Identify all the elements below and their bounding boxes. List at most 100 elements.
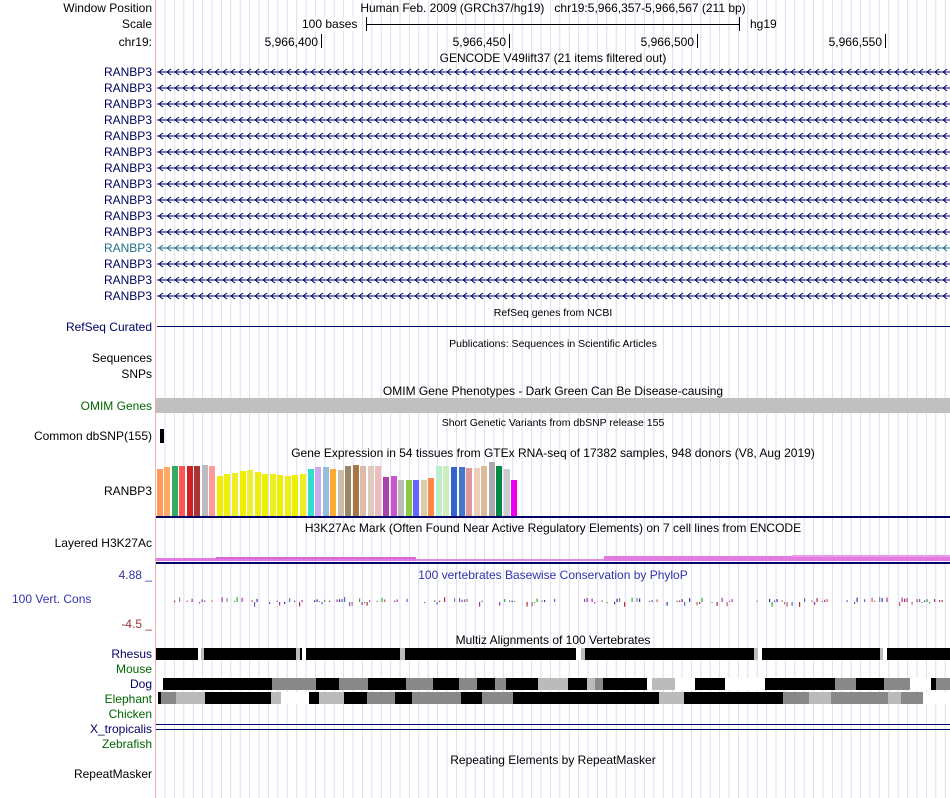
gencode-transcript-label[interactable]: RANBP3 — [103, 225, 152, 239]
h3k27ac-signal[interactable] — [156, 555, 950, 565]
gtex-tissue-bar[interactable] — [413, 480, 420, 516]
gtex-tissue-bar[interactable] — [420, 480, 427, 516]
multiz-species-elephant[interactable]: Elephant — [104, 692, 152, 706]
multiz-species-zebrafish[interactable]: Zebrafish — [101, 737, 152, 751]
gtex-tissue-bar[interactable] — [450, 467, 457, 516]
multiz-species-chicken[interactable]: Chicken — [108, 707, 152, 721]
gtex-tissue-bar[interactable] — [337, 470, 344, 516]
dbsnp-variant-mark[interactable] — [160, 429, 164, 443]
h3k27ac-track-label[interactable]: Layered H3K27Ac — [54, 536, 152, 550]
gencode-transcript-label[interactable]: RANBP3 — [103, 113, 152, 127]
gencode-transcript-intron[interactable] — [157, 259, 950, 269]
gtex-tissue-bar[interactable] — [179, 466, 186, 516]
gencode-transcript-label[interactable]: RANBP3 — [103, 193, 152, 207]
gtex-tissue-bar[interactable] — [247, 470, 254, 516]
gencode-transcript-intron[interactable] — [157, 147, 950, 157]
gtex-tissue-bar[interactable] — [428, 478, 435, 516]
gencode-transcript-intron[interactable] — [157, 211, 950, 221]
gtex-tissue-bar[interactable] — [277, 475, 284, 516]
dbsnp-track-label[interactable]: Common dbSNP(155) — [33, 429, 152, 443]
gencode-transcript-intron[interactable] — [157, 163, 950, 173]
gencode-transcript-label[interactable]: RANBP3 — [103, 161, 152, 175]
omim-gene-bar[interactable] — [156, 398, 950, 413]
gtex-tissue-bar[interactable] — [360, 466, 367, 516]
repeatmasker-track-label[interactable]: RepeatMasker — [73, 767, 152, 781]
publications-snps-label[interactable]: SNPs — [121, 367, 152, 381]
gtex-tissue-bar[interactable] — [216, 476, 223, 516]
gtex-tissue-bar[interactable] — [375, 466, 382, 516]
refseq-track-label[interactable]: RefSeq Curated — [65, 320, 152, 334]
gtex-tissue-bar[interactable] — [352, 465, 359, 516]
gtex-tissue-bar[interactable] — [481, 466, 488, 516]
gtex-tissue-bar[interactable] — [503, 469, 510, 516]
omim-track-label[interactable]: OMIM Genes — [80, 399, 152, 413]
gtex-tissue-bar[interactable] — [269, 474, 276, 516]
gtex-tissue-bar[interactable] — [239, 471, 246, 516]
gtex-tissue-bar[interactable] — [458, 467, 465, 516]
gtex-tissue-bar[interactable] — [209, 466, 216, 516]
gtex-tissue-bar[interactable] — [224, 474, 231, 516]
gencode-transcript-intron[interactable] — [157, 83, 950, 93]
refseq-gene-line[interactable] — [157, 326, 950, 327]
gtex-tissue-bar[interactable] — [496, 466, 503, 516]
gtex-tissue-bar[interactable] — [345, 466, 352, 516]
gtex-tissue-bar[interactable] — [405, 480, 412, 516]
gencode-transcript-intron[interactable] — [157, 275, 950, 285]
multiz-species-dog[interactable]: Dog — [129, 677, 152, 691]
gencode-transcript-intron[interactable] — [157, 195, 950, 205]
gencode-transcript-label[interactable]: RANBP3 — [103, 241, 152, 255]
gencode-transcript-intron[interactable] — [157, 115, 950, 125]
gencode-transcript-label[interactable]: RANBP3 — [103, 97, 152, 111]
gtex-tissue-bar[interactable] — [330, 469, 337, 516]
gencode-transcript-label[interactable]: RANBP3 — [103, 257, 152, 271]
gencode-transcript-intron[interactable] — [157, 67, 950, 77]
multiz-species-xtropicalis[interactable]: X_tropicalis — [89, 722, 152, 736]
gtex-tissue-bar[interactable] — [201, 465, 208, 516]
gencode-transcript-label[interactable]: RANBP3 — [103, 65, 152, 79]
gtex-tissue-bar[interactable] — [383, 477, 390, 516]
gtex-tissue-bar[interactable] — [367, 466, 374, 516]
gtex-tissue-bar[interactable] — [443, 466, 450, 516]
gtex-tissue-bar[interactable] — [186, 466, 193, 516]
gtex-tissue-bar[interactable] — [156, 469, 163, 516]
gtex-tissue-bar[interactable] — [284, 476, 291, 516]
gencode-transcript-intron[interactable] — [157, 243, 950, 253]
gencode-transcript-intron[interactable] — [157, 227, 950, 237]
gencode-transcript-intron[interactable] — [157, 131, 950, 141]
multiz-species-mouse[interactable]: Mouse — [115, 662, 152, 676]
gencode-transcript-label[interactable]: RANBP3 — [103, 209, 152, 223]
gtex-tissue-bar[interactable] — [194, 466, 201, 516]
gtex-tissue-bar[interactable] — [511, 480, 518, 516]
gtex-tissue-bar[interactable] — [232, 473, 239, 516]
gencode-transcript-label[interactable]: RANBP3 — [103, 145, 152, 159]
gencode-transcript-label[interactable]: RANBP3 — [103, 81, 152, 95]
gencode-transcript-label[interactable]: RANBP3 — [103, 177, 152, 191]
gtex-tissue-bar[interactable] — [488, 462, 495, 516]
gtex-tissue-bar[interactable] — [315, 467, 322, 516]
gtex-tissue-bar[interactable] — [435, 466, 442, 516]
gtex-tissue-bar[interactable] — [254, 472, 261, 516]
gtex-tissue-bar[interactable] — [398, 480, 405, 516]
gencode-transcript-intron[interactable] — [157, 179, 950, 189]
gtex-tissue-bar[interactable] — [466, 468, 473, 516]
gencode-transcript-intron[interactable] — [157, 99, 950, 109]
gencode-transcript-label[interactable]: RANBP3 — [103, 129, 152, 143]
gtex-track-label[interactable]: RANBP3 — [103, 484, 152, 498]
publications-sequences-label[interactable]: Sequences — [91, 351, 152, 365]
gtex-tissue-bar[interactable] — [164, 467, 171, 516]
gencode-transcript-label[interactable]: RANBP3 — [103, 289, 152, 303]
gtex-tissue-bar[interactable] — [473, 468, 480, 516]
gtex-tissue-bar[interactable] — [292, 475, 299, 516]
gencode-transcript-label[interactable]: RANBP3 — [103, 273, 152, 287]
gencode-transcript-intron[interactable] — [157, 291, 950, 301]
multiz-species-rhesus[interactable]: Rhesus — [111, 647, 152, 661]
gtex-tissue-bar[interactable] — [262, 474, 269, 516]
gtex-tissue-bar[interactable] — [322, 467, 329, 516]
phylop-conservation-plot[interactable] — [156, 582, 950, 622]
gtex-tissue-bar[interactable] — [390, 476, 397, 516]
multiz-alignment-blocks[interactable] — [156, 646, 950, 736]
gtex-tissue-bar[interactable] — [171, 466, 178, 516]
gtex-tissue-bar[interactable] — [307, 469, 314, 516]
phylop-track-label[interactable]: 100 Vert. Cons — [12, 592, 92, 606]
gtex-expression-bars[interactable] — [156, 462, 536, 516]
